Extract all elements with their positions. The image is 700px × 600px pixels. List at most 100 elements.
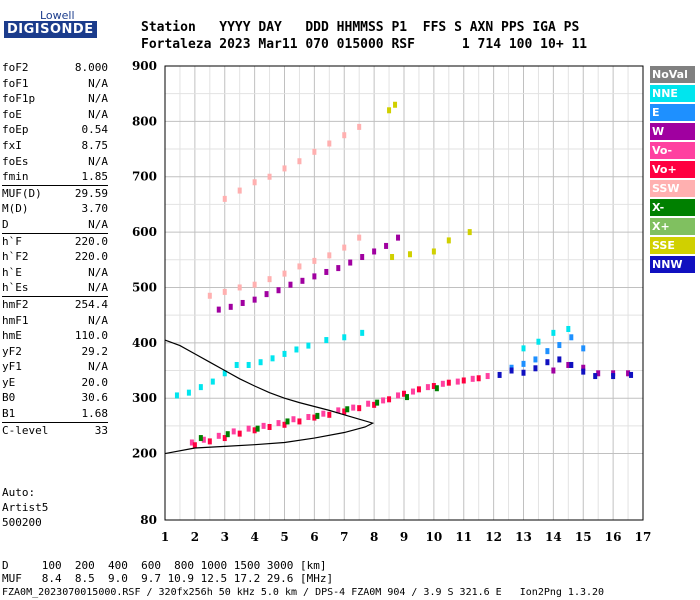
param-row: hmE 110.0 [2,328,108,344]
param-row: foEs N/A [2,154,108,170]
param-name: fmin [2,170,29,184]
echo-point [431,383,436,390]
echo-point [231,428,236,435]
echo-point [384,242,389,249]
echo-point [596,370,601,377]
x-tick-label: 14 [545,530,562,544]
echo-point [294,346,299,353]
echo-point [569,334,574,341]
echo-point [342,244,347,251]
legend-item-nne: NNE [650,85,695,102]
param-row: hmF2 254.4 [2,295,108,313]
echo-point [360,329,365,336]
param-value: 3.70 [81,202,109,216]
param-value: N/A [88,107,108,121]
echo-point [252,296,257,303]
param-name: yF1 [2,360,22,374]
param-value: N/A [88,76,108,90]
x-tick-label: 2 [191,530,199,544]
version-label: 500200 [2,516,42,529]
y-tick-label: 200 [132,447,157,461]
echo-point [581,364,586,371]
echo-point [557,342,562,349]
x-tick-label: 15 [575,530,592,544]
param-value: 8.000 [74,61,108,74]
echo-point [569,361,574,368]
echo-point [291,416,296,423]
echo-point [297,418,302,425]
digisonde-logo: Lowell DIGISONDE [2,6,98,42]
echo-point [566,361,571,368]
echo-point [396,392,401,399]
echo-point [237,284,242,291]
echo-point [407,251,412,258]
echo-point [201,436,206,443]
param-name: fxI [2,138,22,152]
echo-point [342,408,347,415]
echo-point [246,425,251,432]
header-line-2: Fortaleza 2023 Mar11 070 015000 RSF 1 71… [141,37,588,52]
x-tick-label: 10 [426,530,443,544]
echo-point [404,394,409,401]
echo-point [222,370,227,377]
echo-point [381,397,386,404]
param-row: foF2 8.000 [2,60,108,76]
param-name: D [2,217,9,231]
echo-point [267,423,272,430]
echo-point [536,338,541,345]
echo-point [357,405,362,412]
param-name: yF2 [2,344,22,358]
echo-point [581,345,586,352]
echo-point [557,356,562,363]
echo-point [258,359,263,366]
y-tick-label: 80 [140,513,157,527]
echo-point [327,252,332,259]
echo-point [174,392,179,399]
muf-row: MUF 8.4 8.5 9.0 9.7 10.9 12.5 17.2 29.6 … [2,572,334,585]
distance-row: D 100 200 400 600 800 1000 1500 3000 [km… [2,559,327,572]
param-value: 1.85 [81,170,109,184]
echo-point [629,371,634,378]
param-name: foF1p [2,92,36,106]
param-name: foEp [2,123,29,137]
echo-point [312,257,317,264]
param-name: foEs [2,154,29,168]
echo-point [440,380,445,387]
param-name: h`Es [2,281,29,295]
echo-point [315,412,320,419]
echo-point [521,369,526,376]
x-tick-label: 4 [250,530,258,544]
legend-item-w: W [650,123,695,140]
x-tick-label: 16 [605,530,622,544]
param-row: h`E N/A [2,265,108,281]
legend: NoVal NNE E W Vo- Vo+ SSW X- X+ SSE NNW [650,66,695,275]
x-tick-label: 12 [485,530,502,544]
echo-point [387,107,392,114]
echo-point [210,378,215,385]
electron-density-profile [164,339,375,455]
echo-point [321,410,326,417]
echo-point [336,407,341,414]
param-row: fxI 8.75 [2,138,108,154]
echo-point [357,123,362,130]
param-row: hmF1 N/A [2,313,108,329]
echo-point [545,348,550,355]
x-tick-label: 9 [400,530,408,544]
series-vo- [192,375,481,449]
echo-point [297,263,302,270]
x-tick-label: 8 [370,530,378,544]
echo-point [551,367,556,374]
echo-point [470,375,475,382]
series-w [216,234,631,377]
param-row: fmin 1.85 [2,169,108,185]
param-row: h`F 220.0 [2,232,108,250]
echo-point [533,365,538,372]
echo-point [387,396,392,403]
echo-point [324,268,329,275]
param-name: hmF2 [2,297,29,311]
echo-point [446,379,451,386]
legend-item-x-: X+ [650,218,695,235]
x-tick-label: 13 [515,530,532,544]
param-value: 1.68 [81,407,109,421]
param-name: B0 [2,391,16,405]
